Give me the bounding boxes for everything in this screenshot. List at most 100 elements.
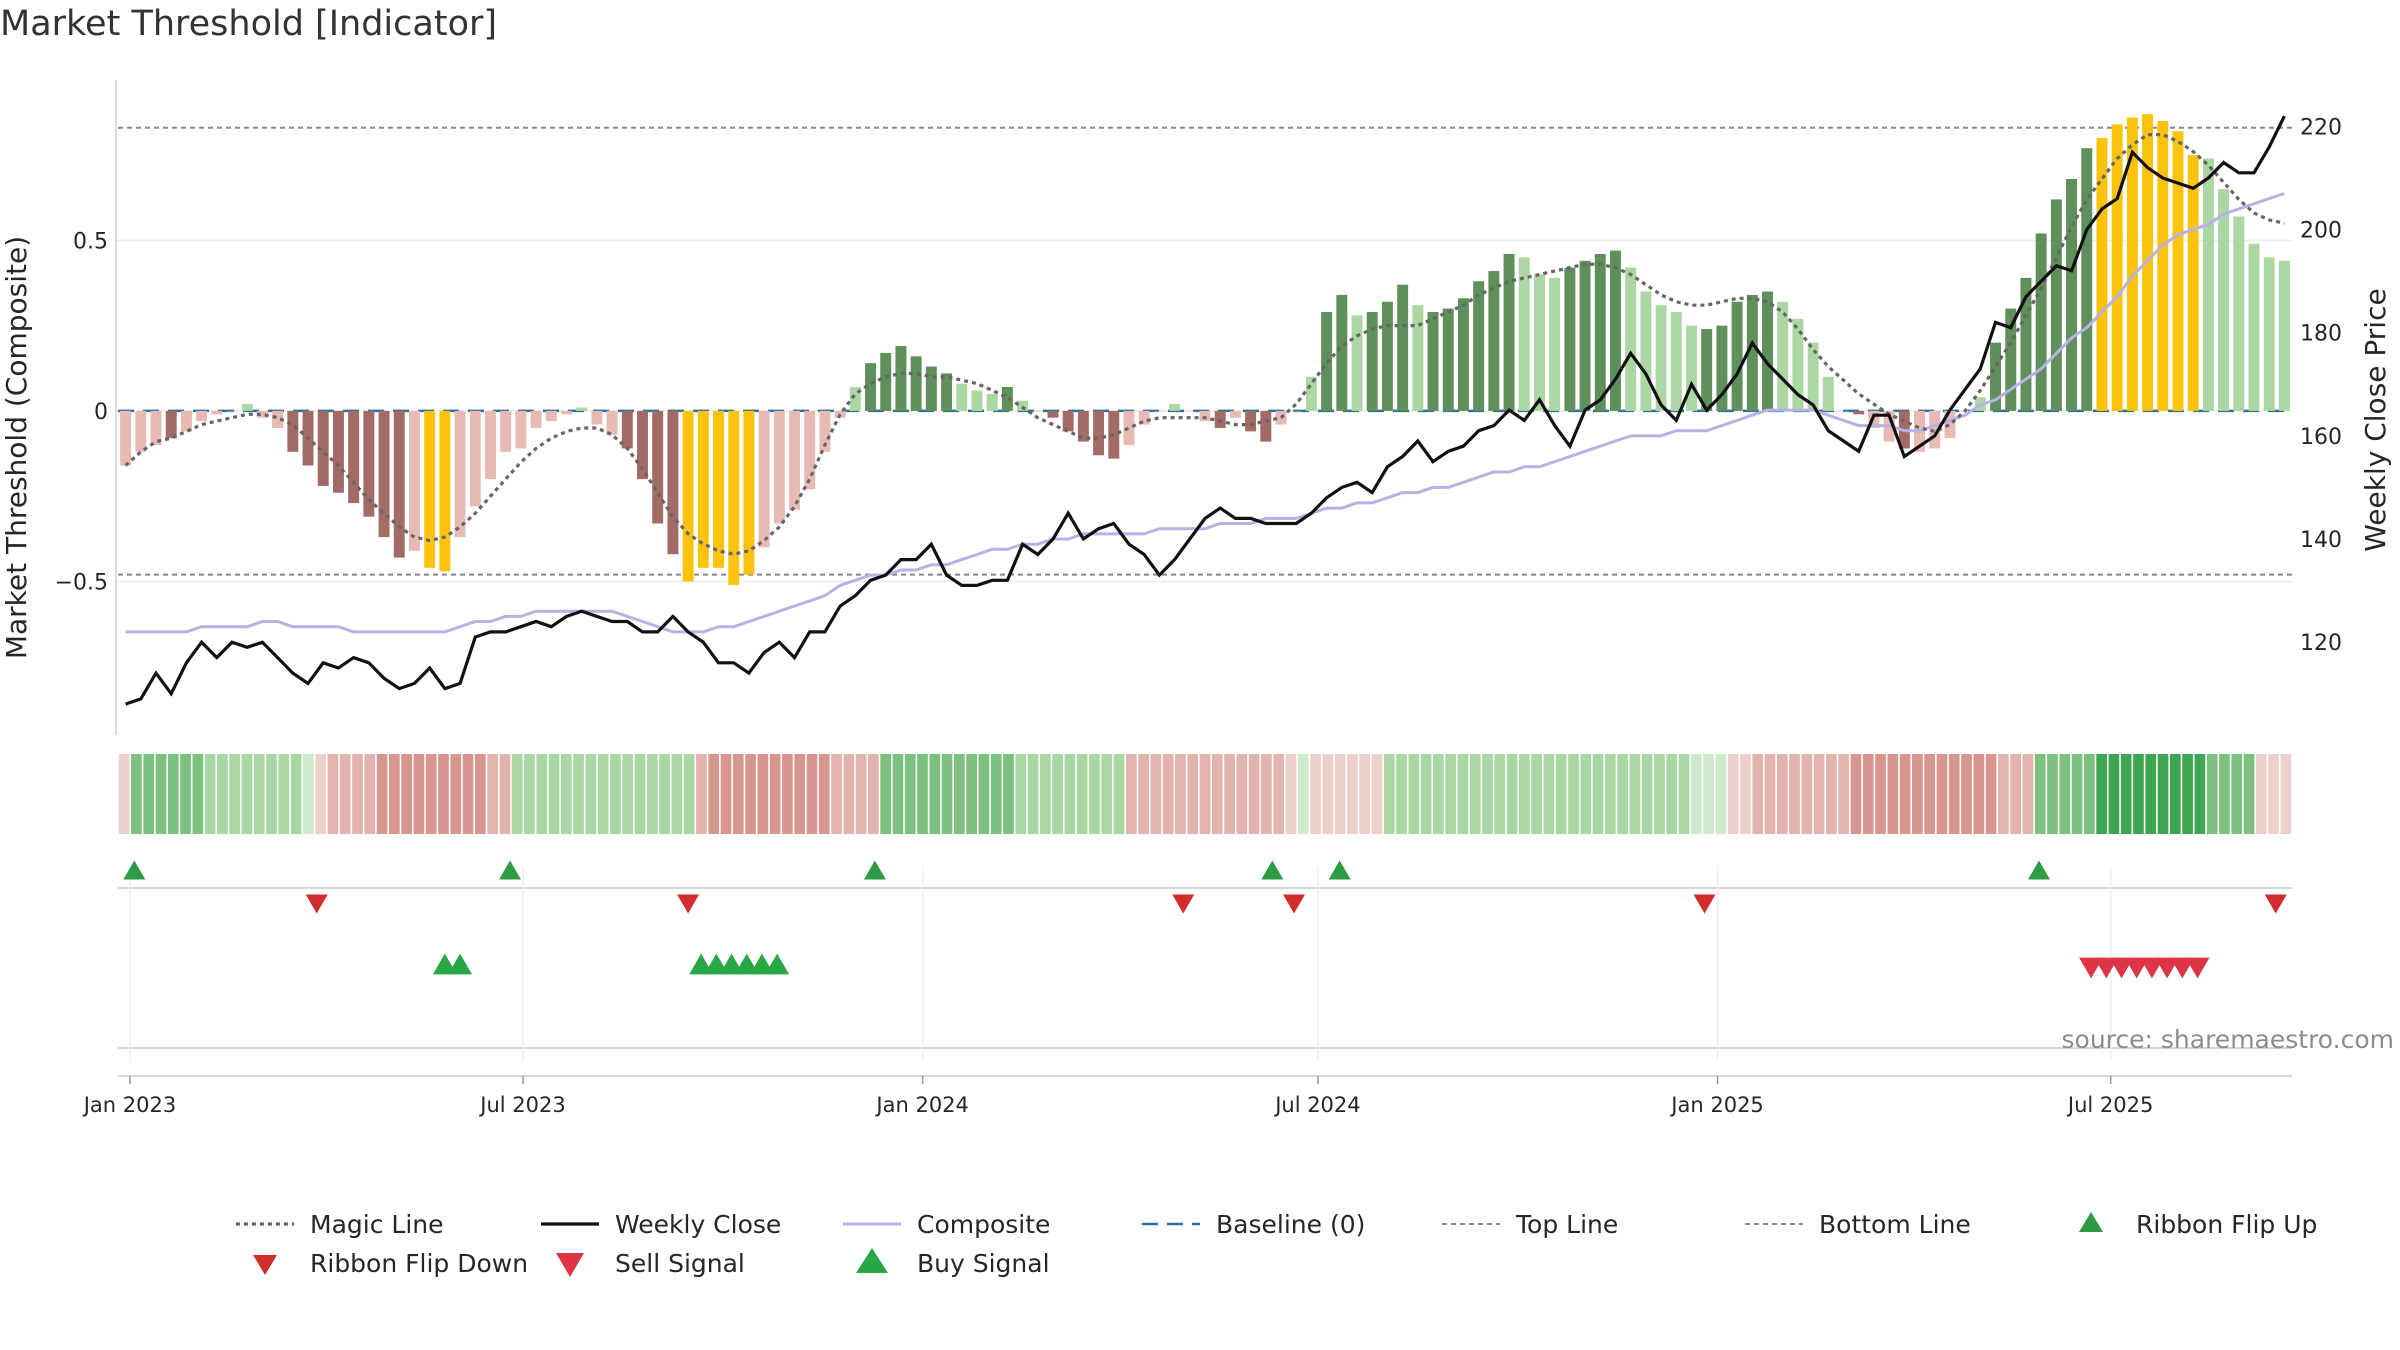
buy-signal-marker [704,953,729,975]
ribbon-cell [241,754,253,834]
ribbon-cell [1457,754,1469,834]
composite-bar [1336,294,1348,411]
legend-item-magic: Magic Line [236,1210,444,1239]
ribbon-cell [659,754,670,834]
ribbon-cell [1764,754,1776,834]
ribbon-cell [2231,754,2243,834]
ribbon-cell [1359,754,1371,834]
ribbon-cell [1175,754,1186,834]
composite-bar [1579,260,1591,411]
composite-bar [2066,178,2078,411]
legend-item-sell: Sell Signal [556,1249,745,1278]
ribbon-cell [1334,754,1346,834]
ribbon-cell [610,754,621,834]
ribbon-cell [2096,754,2107,834]
ribbon-cell [1261,754,1272,834]
ribbon-cell [1039,754,1051,834]
ribbon-cell [474,754,486,834]
ribbon-cell [487,754,498,834]
composite-bar [1077,410,1089,442]
ribbon-cell [1641,754,1653,834]
ribbon-cell [1678,754,1690,834]
ribbon-cell [868,754,879,834]
ribbon-cell [1555,754,1567,834]
composite-bar [1153,410,1165,412]
composite-bar [1093,410,1105,456]
composite-bar [530,410,542,428]
ribbon-cell [1138,754,1149,834]
ribbon-cell [1420,754,1432,834]
ribbon-cell [1740,754,1751,834]
legend-swatch [2079,1212,2103,1232]
composite-bar [2263,257,2275,411]
composite-bar [1245,410,1257,432]
composite-bar [211,410,223,415]
composite-bar [925,366,937,411]
ribbon-cell [376,754,388,834]
ribbon-cell [1199,754,1211,834]
buy-signal-marker [432,953,457,975]
ribbon-cell [941,754,953,834]
composite-bar [2096,137,2108,411]
ribbon-cell [806,754,818,834]
date-tick-label: Jan 2023 [82,1093,177,1117]
signal-markers [118,860,2292,1060]
weekly-close-line [125,115,2286,706]
ribbon-cell [1015,754,1027,834]
ribbon-flip-up-marker [1328,860,1351,880]
composite-bar [348,410,360,504]
legend: Magic Line Weekly Close Composite Baseline … [236,1210,2317,1278]
ribbon-cell [192,754,204,834]
ribbon-cell [131,754,142,834]
sell-signal-marker [2170,957,2195,979]
composite-bar [1138,410,1150,425]
ribbon-cell [327,754,339,834]
composite-bar [2202,158,2214,411]
legend-label: Weekly Close [615,1210,781,1239]
ribbon-cell [1826,754,1837,834]
ribbon-flip-down-marker [1283,894,1306,914]
composite-bar [1655,305,1667,411]
date-tick-label: Jul 2023 [478,1093,565,1117]
ribbon-cell [2133,754,2144,834]
ribbon-cell [855,754,867,834]
ribbon-cell [1519,754,1530,834]
composite-bar [424,410,436,568]
legend-swatch [856,1248,888,1273]
right-tick-label: 200 [2300,219,2342,244]
composite-bar [591,410,603,425]
ribbon-cell [1666,754,1678,834]
composite-bar [1822,376,1834,411]
ribbon-cell [499,754,511,834]
ribbon-cell [1396,754,1407,834]
composite-bar [1032,410,1044,412]
ribbon-cell [2194,754,2206,834]
ribbon-cell [1838,754,1850,834]
ribbon-cell [1568,754,1579,834]
right-tick-label: 140 [2300,528,2342,553]
legend-item-flipup: Ribbon Flip Up [2079,1210,2317,1239]
ribbon-cell [622,754,634,834]
composite-bar [2278,260,2290,411]
composite-bar [637,410,648,480]
ribbon-cell [2022,754,2034,834]
ribbon-cell [1150,754,1162,834]
composite-bar [1701,329,1713,411]
ribbon-flip-down-marker [305,894,328,914]
composite-bar [728,410,740,585]
ribbon-cell [769,754,781,834]
composite-bar [1716,325,1728,411]
composite-bar [332,410,344,493]
ribbon-flip-down-marker [2264,894,2287,914]
composite-bar [561,410,572,415]
date-tick-label: Jan 2025 [1669,1093,1764,1117]
composite-bar [1001,387,1013,411]
ribbon-cell [450,754,462,834]
legend-swatch [556,1253,584,1277]
composite-bar [272,410,284,428]
ribbon-flip-up-marker [123,860,146,880]
composite-bar [1807,342,1819,411]
ribbon-cell [880,754,891,834]
ribbon-cell [1310,754,1321,834]
composite-bar [789,410,800,510]
